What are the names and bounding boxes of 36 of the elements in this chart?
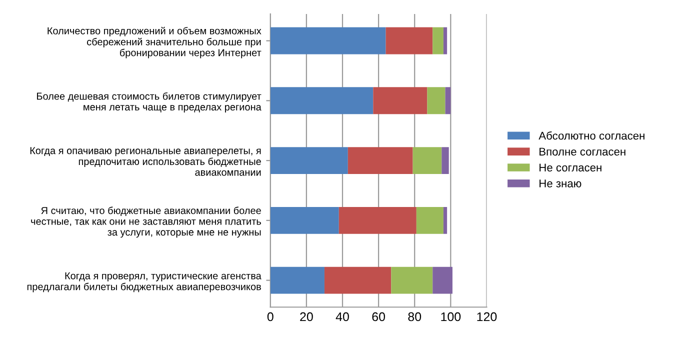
x-tick-label: 60: [372, 312, 386, 322]
legend-label: Не согласен: [540, 164, 602, 172]
bar: [442, 147, 449, 174]
x-tick-label: 120: [477, 312, 497, 322]
bar: [324, 266, 392, 294]
bar: [270, 206, 339, 234]
bar: [338, 206, 416, 234]
bar: [270, 266, 324, 294]
bar: [270, 147, 348, 174]
bar: [432, 266, 452, 294]
x-tick-label: 40: [336, 312, 349, 322]
bar: [391, 266, 433, 294]
bar: [416, 206, 444, 234]
bar: [386, 27, 433, 54]
bar: [412, 147, 442, 174]
x-tick-label: 0: [267, 312, 274, 322]
bar: [432, 27, 444, 54]
bar: [270, 87, 374, 114]
y-tick-label: Когда я проверял, туристические агенства предлагали билеты бюджетных авиаперевозчиков: [27, 272, 262, 292]
x-tick-label: 100: [441, 312, 461, 322]
legend-label: Абсолютно согласен: [538, 131, 644, 140]
bar: [427, 87, 446, 114]
legend-label: Не знаю: [540, 180, 582, 188]
y-tick-label: Более дешевая стоимость билетов стимулирует меня летать чаще в пределах региона: [37, 92, 262, 113]
bar: [270, 27, 386, 54]
bar: [443, 27, 448, 54]
y-tick-label: Количество предложений и объем возможных сбережений значительно больше при бронировании через Интернет: [48, 26, 262, 58]
legend-label: Вполне согласен: [540, 148, 626, 156]
y-tick-label: Когда я опачиваю региональные авиаперелеты, я предпочитаю использовать бюджетные авиакомпании: [30, 147, 261, 176]
x-tick-label: 20: [300, 312, 313, 322]
bar: [348, 147, 413, 174]
x-tick-label: 80: [408, 312, 422, 322]
y-tick-label: Я считаю, что бюджетные авиакомпании более честные, так как они не заставляют меня платить за услуги, которые мне не нужны: [31, 206, 261, 238]
bar: [445, 87, 451, 114]
bar: [373, 87, 428, 114]
bar: [443, 206, 448, 234]
